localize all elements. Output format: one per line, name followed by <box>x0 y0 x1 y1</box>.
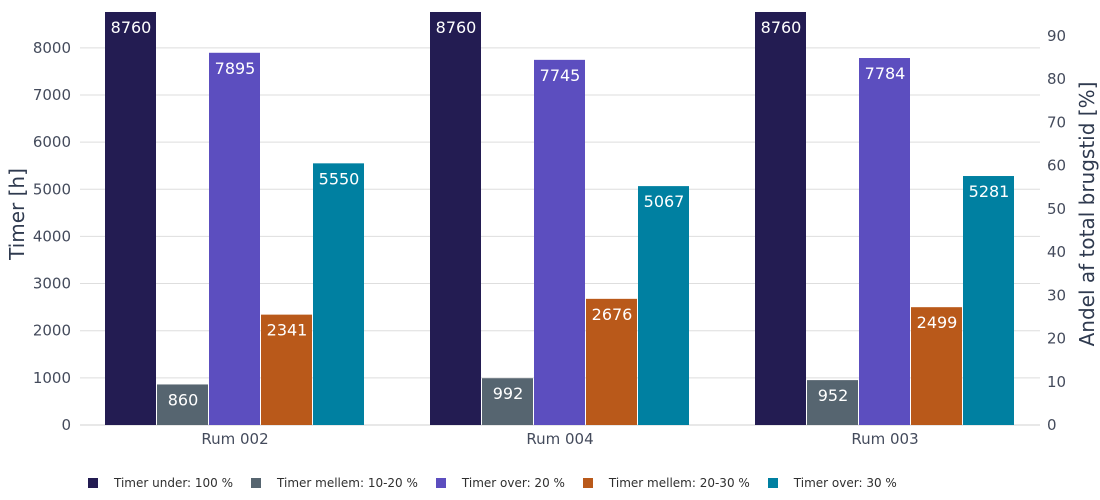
data-label: 5067 <box>644 192 685 211</box>
y-tick-label: 1000 <box>33 369 71 387</box>
y2-tick-label: 50 <box>1047 200 1066 218</box>
data-label: 952 <box>818 386 849 405</box>
legend-label: Timer over: 30 % <box>793 476 897 490</box>
data-label: 2499 <box>917 313 958 332</box>
x-axis-categories: Rum 002 Rum 004 Rum 003 <box>201 430 918 448</box>
data-label: 5281 <box>969 182 1010 201</box>
legend-item[interactable]: Timer mellem: 10-20 % <box>251 476 418 490</box>
legend-swatch <box>88 478 98 488</box>
legend-label: Timer mellem: 20-30 % <box>608 476 750 490</box>
legend-label: Timer over: 20 % <box>461 476 565 490</box>
bar <box>105 12 156 425</box>
y-axis-title: Timer [h] <box>5 168 29 261</box>
x-category-label: Rum 004 <box>526 430 593 448</box>
y-tick-label: 8000 <box>33 39 71 57</box>
y2-tick-label: 0 <box>1047 416 1057 434</box>
legend-item[interactable]: Timer under: 100 % <box>88 476 233 490</box>
bar <box>586 298 637 425</box>
bar <box>755 12 806 425</box>
bar <box>430 12 481 425</box>
data-label: 8760 <box>111 18 152 37</box>
y2-tick-label: 10 <box>1047 373 1066 391</box>
bar <box>807 380 858 425</box>
y-tick-label: 6000 <box>33 133 71 151</box>
bar <box>911 307 962 425</box>
legend-swatch <box>435 478 446 488</box>
y2-axis-title: Andel af total brugstid [%] <box>1075 82 1099 347</box>
legend-item[interactable]: Timer over: 30 % <box>767 476 897 490</box>
x-category-label: Rum 002 <box>201 430 268 448</box>
y2-tick-label: 60 <box>1047 157 1066 175</box>
bar <box>209 52 260 425</box>
data-label: 7745 <box>540 66 581 85</box>
bar <box>963 176 1014 425</box>
bar <box>482 378 533 425</box>
bars <box>105 12 1014 426</box>
legend-item[interactable]: Timer over: 20 % <box>435 476 565 490</box>
data-label: 8760 <box>761 18 802 37</box>
legend-swatch <box>251 478 262 488</box>
y-tick-label: 4000 <box>33 227 71 245</box>
y2-tick-label: 70 <box>1047 113 1066 131</box>
data-label: 7895 <box>215 59 256 78</box>
y2-tick-label: 40 <box>1047 243 1066 261</box>
y-tick-label: 5000 <box>33 180 71 198</box>
y-tick-label: 2000 <box>33 322 71 340</box>
y-tick-label: 3000 <box>33 275 71 293</box>
y-axis-left-ticks: 0 1000 2000 3000 4000 5000 6000 7000 8000 <box>33 39 71 434</box>
data-labels: 8760 860 7895 2341 5550 8760 992 7745 2676 5067 87… <box>111 18 1010 409</box>
y2-tick-label: 80 <box>1047 70 1066 88</box>
x-category-label: Rum 003 <box>851 430 918 448</box>
bar <box>534 59 585 426</box>
y-tick-label: 0 <box>61 416 71 434</box>
data-label: 5550 <box>319 169 360 188</box>
bar <box>157 384 208 425</box>
legend: Timer under: 100 % Timer mellem: 10-20 % T… <box>88 474 915 492</box>
y2-tick-label: 30 <box>1047 286 1066 304</box>
bar <box>261 314 312 425</box>
y2-tick-label: 20 <box>1047 330 1066 348</box>
legend-item[interactable]: Timer mellem: 20-30 % <box>582 476 750 490</box>
legend-swatch <box>582 478 593 488</box>
y-tick-label: 7000 <box>33 86 71 104</box>
y2-tick-label: 90 <box>1047 27 1066 45</box>
data-label: 992 <box>493 384 524 403</box>
data-label: 8760 <box>436 18 477 37</box>
bar <box>859 58 910 425</box>
data-label: 2341 <box>267 321 308 340</box>
data-label: 2676 <box>592 305 633 324</box>
legend-label: Timer under: 100 % <box>114 476 234 490</box>
data-label: 860 <box>168 390 199 409</box>
bar <box>638 186 689 425</box>
y-axis-right-ticks: 0 10 20 30 40 50 60 70 80 90 <box>1047 27 1066 434</box>
legend-swatch <box>767 478 778 488</box>
data-label: 7784 <box>865 64 906 83</box>
bar <box>313 163 364 425</box>
legend-label: Timer mellem: 10-20 % <box>277 476 418 490</box>
